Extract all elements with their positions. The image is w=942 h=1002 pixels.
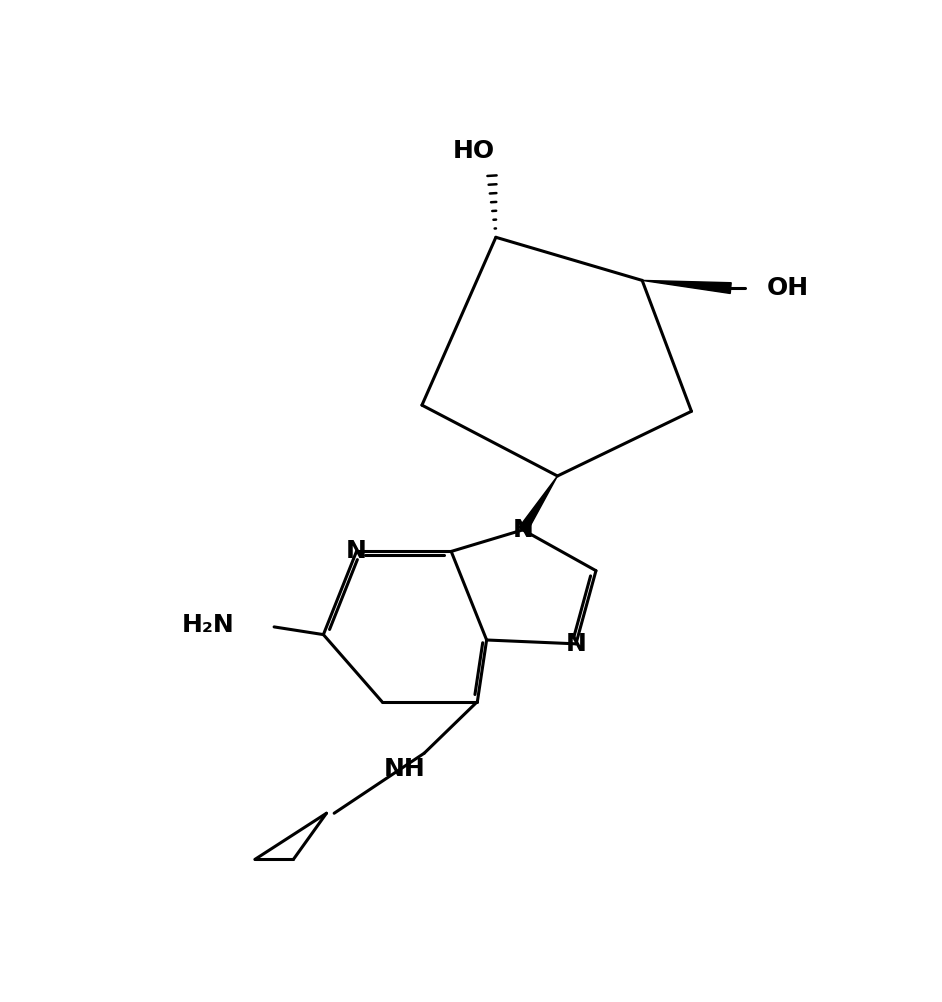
Text: HO: HO — [453, 138, 495, 162]
Text: NH: NH — [384, 757, 426, 781]
Text: N: N — [565, 632, 586, 656]
Polygon shape — [519, 476, 558, 532]
Polygon shape — [642, 281, 731, 294]
Text: N: N — [346, 539, 367, 563]
Text: H₂N: H₂N — [181, 612, 234, 636]
Text: OH: OH — [767, 277, 809, 301]
Text: N: N — [512, 518, 533, 542]
